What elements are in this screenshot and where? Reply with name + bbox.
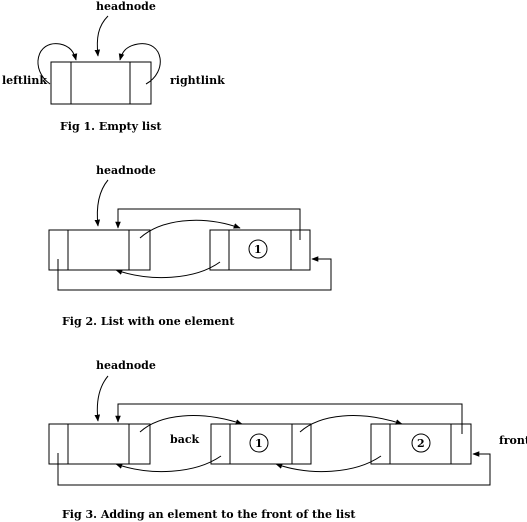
fig3-front-label: front xyxy=(499,434,527,447)
fig3-node1-to-head-arrow xyxy=(115,455,222,472)
fig3-node2-box: 2 xyxy=(370,423,472,465)
fig3-node2-label: 2 xyxy=(417,437,425,450)
fig3-headnode-label: headnode xyxy=(96,359,156,372)
fig2-caption: Fig 2. List with one element xyxy=(62,315,235,328)
fig1-headnode-label: headnode xyxy=(96,0,156,13)
fig2-head-to-node1-arrow xyxy=(139,219,241,239)
fig2-top-wire xyxy=(115,208,301,240)
fig3-headnode-box xyxy=(48,423,151,465)
fig1-leftlink-label: leftlink xyxy=(2,74,47,87)
fig3-top-wire xyxy=(115,403,463,434)
fig2-headnode-box xyxy=(48,229,151,271)
fig3-bottom-wire xyxy=(57,451,491,486)
fig1-leftlink-arrow xyxy=(37,43,78,85)
fig2-one-element: headnode 1 Fig 2. List with one element xyxy=(48,164,332,328)
fig1-headnode-box xyxy=(50,61,152,105)
fig2-node1-to-head-arrow xyxy=(115,261,221,278)
fig3-caption: Fig 3. Adding an element to the front of… xyxy=(62,508,356,521)
fig3-node1-to-node2-arrow xyxy=(299,415,403,433)
fig2-headnode-arrow xyxy=(94,179,109,227)
fig3-node1-box: 1 xyxy=(210,423,312,465)
fig3-back-label: back xyxy=(170,433,200,446)
fig3-node2-to-node1-arrow xyxy=(275,455,382,472)
fig3-head-to-node1-arrow xyxy=(139,415,243,433)
fig2-headnode-label: headnode xyxy=(96,164,156,177)
fig2-node1-label: 1 xyxy=(254,243,262,256)
fig1-rightlink-label: rightlink xyxy=(170,74,225,87)
fig1-rightlink-arrow xyxy=(118,43,161,85)
fig2-bottom-wire xyxy=(57,256,332,291)
fig3-add-to-front: headnode 1 2 back front Fi xyxy=(48,359,527,521)
fig2-node1-box: 1 xyxy=(209,229,311,271)
fig1-empty-list: headnode leftlink rightlink Fig 1. Empty… xyxy=(2,0,225,133)
fig1-headnode-arrow xyxy=(94,15,109,57)
fig1-caption: Fig 1. Empty list xyxy=(60,120,162,133)
fig3-node1-label: 1 xyxy=(255,437,263,450)
fig3-headnode-arrow xyxy=(94,375,109,422)
